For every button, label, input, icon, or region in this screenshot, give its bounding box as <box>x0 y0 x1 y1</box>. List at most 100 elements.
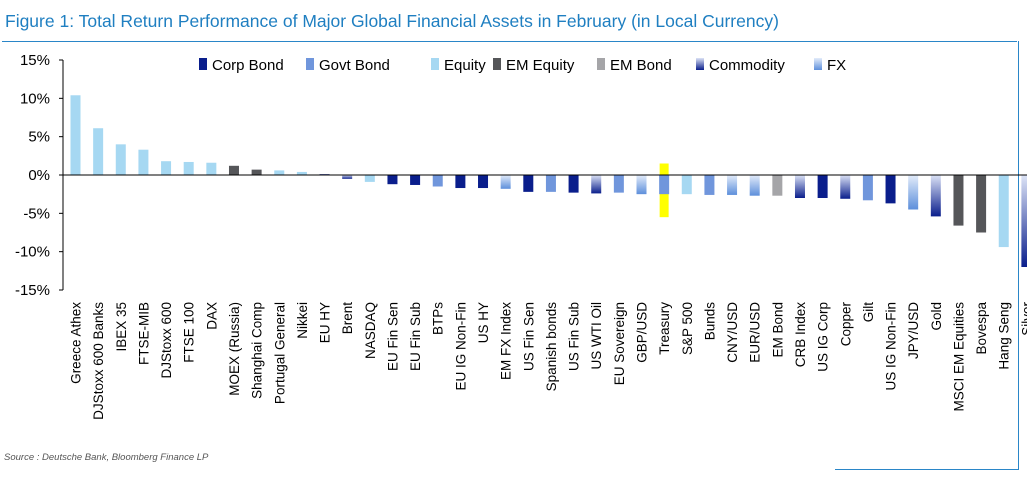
bar <box>138 149 149 175</box>
category-label: DJStoxx 600 <box>159 302 174 379</box>
bar <box>998 175 1009 248</box>
bar <box>93 128 104 175</box>
category-label: US IG Non-Fin <box>884 302 899 391</box>
bar <box>251 169 262 175</box>
bar <box>364 175 375 182</box>
legend-swatch <box>696 58 704 70</box>
bar <box>161 161 172 175</box>
bar <box>591 175 602 194</box>
category-label: EU HY <box>318 302 333 343</box>
bar <box>500 175 511 189</box>
bar <box>478 175 489 189</box>
bar <box>704 175 715 195</box>
bar <box>772 175 783 196</box>
bar <box>862 175 873 201</box>
category-label: US Fin Sen <box>521 302 536 371</box>
category-label: NASDAQ <box>363 302 378 359</box>
axes-layer <box>62 60 1027 290</box>
bar <box>749 175 760 196</box>
bar <box>342 175 353 179</box>
category-label: EU Sovereign <box>612 302 627 385</box>
category-label: Portugal General <box>272 302 287 404</box>
category-label: Hang Seng <box>997 302 1012 370</box>
bar <box>1021 175 1027 267</box>
bar <box>387 175 398 185</box>
category-label: Nikkei <box>295 302 310 339</box>
category-label: JPY/USD <box>906 302 921 359</box>
category-label: CNY/USD <box>725 302 740 363</box>
category-label: EM FX Index <box>499 302 514 380</box>
bar <box>636 175 647 195</box>
bar <box>885 175 896 204</box>
bar <box>455 175 466 189</box>
category-label: Shanghai Comp <box>250 302 265 399</box>
bar <box>930 175 941 217</box>
legend-swatch <box>493 58 501 70</box>
bar <box>817 175 828 198</box>
legend-label: EM Bond <box>610 57 672 74</box>
category-label: Bunds <box>702 302 717 341</box>
category-label: Copper <box>838 301 853 346</box>
category-label: US IG Corp <box>816 302 831 372</box>
legend: Corp Bond Govt Bond Equity EM Equity EM Bond… <box>199 57 846 74</box>
bar <box>908 175 919 210</box>
frame-bottom-border <box>835 469 1019 470</box>
bar <box>206 162 217 175</box>
category-label: IBEX 35 <box>114 302 129 352</box>
legend-label: Equity <box>444 57 486 74</box>
bar <box>976 175 987 233</box>
category-label: MOEX (Russia) <box>227 302 242 396</box>
category-label: S&P 500 <box>680 302 695 355</box>
category-label: FTSE 100 <box>182 302 197 363</box>
bar <box>274 170 285 175</box>
category-label: BTPs <box>431 302 446 335</box>
category-label: DJStoxx 600 Banks <box>91 302 106 420</box>
bar <box>953 175 964 226</box>
bar <box>568 175 579 193</box>
category-label: EUR/USD <box>748 302 763 363</box>
chart-title: Figure 1: Total Return Performance of Ma… <box>5 11 779 31</box>
category-label: CRB Index <box>793 302 808 368</box>
legend-label: Govt Bond <box>319 57 390 74</box>
title-divider <box>2 41 1017 42</box>
category-label: Brent <box>340 302 355 335</box>
y-tick-labels: 15% 10% 5% 0% -5% -10% -15% <box>15 52 63 299</box>
bar <box>70 95 81 175</box>
bar <box>523 175 534 192</box>
category-label: MSCI EM Equities <box>951 302 966 412</box>
category-label: Silver <box>1019 302 1027 336</box>
category-label: DAX <box>204 302 219 330</box>
category-label: US Fin Sub <box>567 302 582 371</box>
category-label: US WTI Oil <box>589 302 604 370</box>
bar <box>794 175 805 198</box>
category-label: Gold <box>929 302 944 331</box>
category-labels: Greece Athex DJStoxx 600 Banks IBEX 35 FTSE… <box>69 301 1027 419</box>
bar <box>681 175 692 195</box>
source-note: Source : Deutsche Bank, Bloomberg Financ… <box>4 452 209 463</box>
bar <box>613 175 624 193</box>
category-label: EU IG Non-Fin <box>453 302 468 391</box>
category-label: EU Fin Sub <box>408 302 423 371</box>
bar <box>115 144 126 175</box>
legend-label: Corp Bond <box>212 57 284 74</box>
legend-label: EM Equity <box>506 57 575 74</box>
legend-swatch <box>306 58 314 70</box>
category-label: Bovespa <box>974 302 989 355</box>
bar <box>296 171 307 175</box>
y-tick-label: 15% <box>20 52 50 69</box>
bar <box>183 161 194 175</box>
bar <box>545 175 556 192</box>
legend-swatch <box>199 58 207 70</box>
category-label: EU Fin Sen <box>385 302 400 371</box>
bar <box>432 175 443 187</box>
legend-swatch <box>431 58 439 70</box>
bars-layer <box>70 95 1027 267</box>
category-label: Greece Athex <box>69 302 84 384</box>
legend-label: FX <box>827 57 846 74</box>
y-tick-label: 5% <box>28 129 50 146</box>
legend-swatch <box>814 58 822 70</box>
category-label: US HY <box>476 302 491 343</box>
y-tick-label: -10% <box>15 244 50 261</box>
y-tick-label: 10% <box>20 90 50 107</box>
category-label: Gilt <box>861 302 876 322</box>
